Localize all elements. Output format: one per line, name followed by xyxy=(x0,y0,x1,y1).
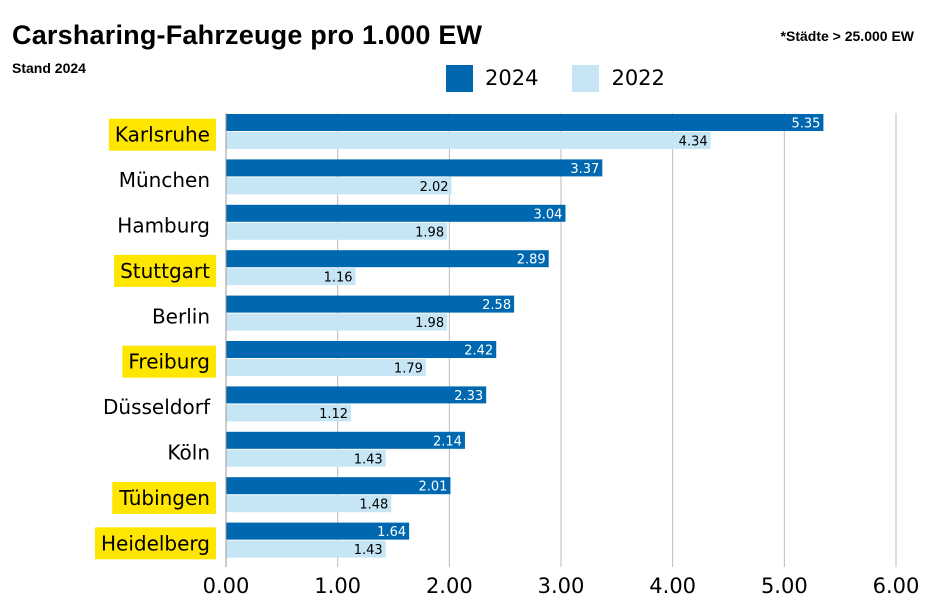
bar-2022-munchen xyxy=(226,177,452,195)
category-label-freiburg: Freiburg xyxy=(128,350,210,374)
bar-2024-hamburg xyxy=(226,204,566,222)
bar-2024-munchen xyxy=(226,159,603,177)
bar-2024-berlin xyxy=(226,295,515,313)
category-highlight-freiburg xyxy=(122,345,216,378)
value-label-2024-stuttgart: 2.89 xyxy=(517,253,546,268)
category-label-karlsruhe: Karlsruhe xyxy=(115,123,210,147)
bar-2022-freiburg xyxy=(226,359,426,376)
value-label-2024-munchen: 3.37 xyxy=(570,162,599,177)
bar-2022-koln xyxy=(226,449,386,467)
chart-subtitle: Stand 2024 xyxy=(12,60,86,76)
category-label-hamburg: Hamburg xyxy=(117,214,210,238)
bar-2022-heidelberg xyxy=(226,540,386,558)
value-label-2022-heidelberg: 1.43 xyxy=(354,543,383,558)
bar-2024-freiburg xyxy=(226,341,497,358)
category-label-heidelberg: Heidelberg xyxy=(101,531,210,555)
bar-2024-karlsruhe xyxy=(226,114,824,131)
bar-2024-koln xyxy=(226,431,465,449)
value-label-2022-munchen: 2.02 xyxy=(420,180,449,195)
legend: 2024 2022 xyxy=(446,63,699,93)
value-label-2022-karlsruhe: 4.34 xyxy=(679,135,708,150)
value-label-2024-tubingen: 2.01 xyxy=(418,480,447,495)
bar-2024-tubingen xyxy=(226,477,451,495)
category-label-munchen: München xyxy=(119,168,210,192)
category-highlight-stuttgart xyxy=(114,254,217,287)
bar-2024-heidelberg xyxy=(226,522,410,540)
value-label-2022-dusseldorf: 1.12 xyxy=(319,407,348,422)
bar-2022-dusseldorf xyxy=(226,404,352,422)
legend-item-2022: 2022 xyxy=(572,64,665,92)
value-label-2024-karlsruhe: 5.35 xyxy=(791,117,820,132)
value-label-2022-stuttgart: 1.16 xyxy=(324,271,353,286)
category-highlight-heidelberg xyxy=(94,527,216,560)
x-tick-label-4-00: 4.00 xyxy=(649,574,696,598)
category-label-berlin: Berlin xyxy=(152,304,210,328)
x-tick-label-5-00: 5.00 xyxy=(761,574,808,598)
bar-2022-hamburg xyxy=(226,222,448,240)
category-label-dusseldorf: Düsseldorf xyxy=(103,395,211,419)
category-highlight-tubingen xyxy=(112,481,216,514)
x-tick-label-0-00: 0.00 xyxy=(203,574,250,598)
bar-2024-stuttgart xyxy=(226,250,549,268)
value-label-2022-berlin: 1.98 xyxy=(415,316,444,331)
x-tick-label-3-00: 3.00 xyxy=(538,574,585,598)
legend-swatch-2022 xyxy=(572,64,600,92)
x-tick-label-1-00: 1.00 xyxy=(314,574,361,598)
category-label-tubingen: Tübingen xyxy=(118,486,210,510)
chart-note: *Städte > 25.000 EW xyxy=(780,28,914,44)
value-label-2024-hamburg: 3.04 xyxy=(534,207,563,222)
value-label-2024-heidelberg: 1.64 xyxy=(377,525,406,540)
category-highlight-karlsruhe xyxy=(108,118,216,151)
value-label-2022-freiburg: 1.79 xyxy=(394,362,423,377)
value-label-2024-koln: 2.14 xyxy=(433,434,462,449)
value-label-2024-freiburg: 2.42 xyxy=(464,344,493,359)
value-label-2022-tubingen: 1.48 xyxy=(359,498,388,513)
category-label-stuttgart: Stuttgart xyxy=(120,259,210,283)
bar-2022-berlin xyxy=(226,313,448,331)
category-label-koln: Köln xyxy=(167,441,210,465)
bar-2022-stuttgart xyxy=(226,268,356,286)
legend-swatch-2024 xyxy=(446,64,473,92)
legend-label-2024: 2024 xyxy=(485,66,539,90)
value-label-2024-dusseldorf: 2.33 xyxy=(454,389,483,404)
x-tick-label-2-00: 2.00 xyxy=(426,574,473,598)
x-tick-label-6-00: 6.00 xyxy=(873,574,920,598)
bar-2022-tubingen xyxy=(226,495,392,513)
legend-label-2022: 2022 xyxy=(611,66,665,90)
value-label-2024-berlin: 2.58 xyxy=(482,298,511,313)
legend-item-2024: 2024 xyxy=(446,64,539,92)
value-label-2022-hamburg: 1.98 xyxy=(415,225,444,240)
value-label-2022-koln: 1.43 xyxy=(354,452,383,467)
bar-2024-dusseldorf xyxy=(226,386,487,404)
chart-title: Carsharing-Fahrzeuge pro 1.000 EW xyxy=(12,20,483,50)
bar-2022-karlsruhe xyxy=(226,132,711,149)
